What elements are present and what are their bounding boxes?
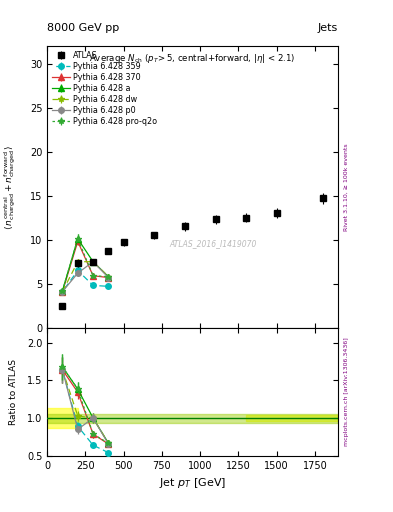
Text: Average $N_{\rm ch}$ ($p_T\!>5$, central+forward, $|\eta|$ < 2.1): Average $N_{\rm ch}$ ($p_T\!>5$, central… xyxy=(89,52,296,65)
Y-axis label: $\langle\, n^{\rm central}_{\rm charged} + n^{\rm forward}_{\rm charged}\,\rangl: $\langle\, n^{\rm central}_{\rm charged}… xyxy=(2,144,18,230)
Y-axis label: Ratio to ATLAS: Ratio to ATLAS xyxy=(9,359,18,424)
Legend: ATLAS, Pythia 6.428 359, Pythia 6.428 370, Pythia 6.428 a, Pythia 6.428 dw, Pyth: ATLAS, Pythia 6.428 359, Pythia 6.428 37… xyxy=(50,49,159,127)
Text: mcplots.cern.ch [arXiv:1306.3436]: mcplots.cern.ch [arXiv:1306.3436] xyxy=(344,337,349,446)
Text: 8000 GeV pp: 8000 GeV pp xyxy=(47,23,119,33)
Text: Jets: Jets xyxy=(318,23,338,33)
Text: Rivet 3.1.10, ≥ 100k events: Rivet 3.1.10, ≥ 100k events xyxy=(344,143,349,231)
Text: ATLAS_2016_I1419070: ATLAS_2016_I1419070 xyxy=(169,239,257,248)
X-axis label: Jet $p_T$ [GeV]: Jet $p_T$ [GeV] xyxy=(159,476,226,490)
